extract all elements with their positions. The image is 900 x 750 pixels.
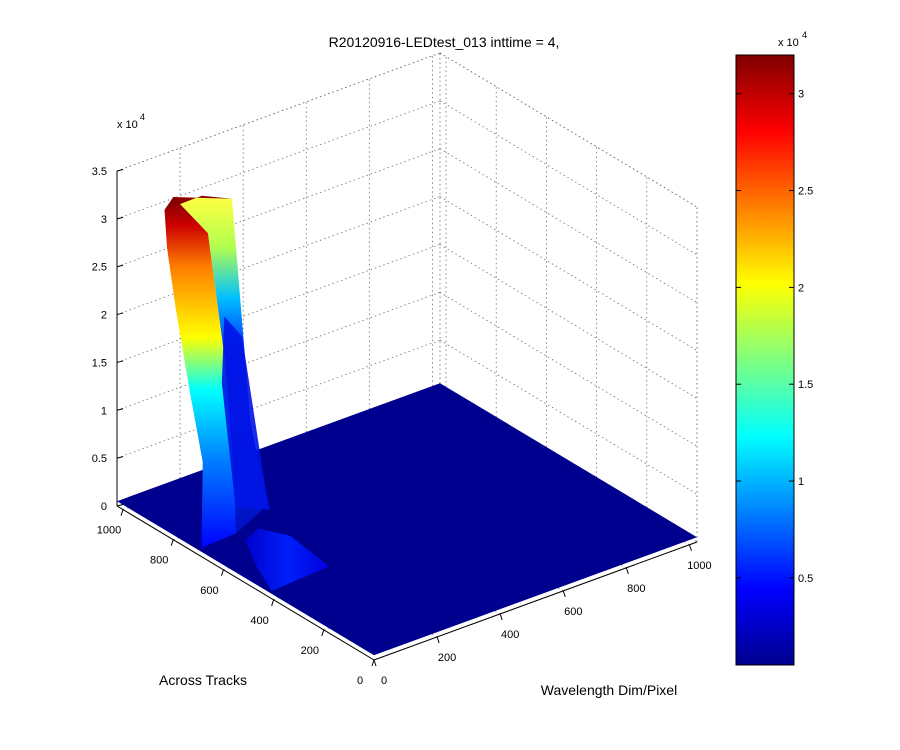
z-tick-label: 3.5 [92, 166, 107, 178]
colorbar-tick-label: 2.5 [798, 186, 813, 198]
y-tick-label: 400 [250, 615, 268, 627]
colorbar: 0.5 1 1.5 2 2.5 3 [735, 54, 813, 666]
z-gridline-back [116, 100, 441, 220]
x-tick-mark [625, 567, 629, 574]
peak-crest [164, 195, 232, 210]
x-tick-label: 0 [381, 675, 387, 687]
y-tick-label: 0 [357, 675, 363, 687]
z-tick-label: 0 [101, 501, 107, 513]
y-tick-mark [271, 599, 275, 607]
x-tick-label: 600 [564, 606, 582, 618]
z-tick-label: 2.5 [92, 262, 107, 274]
peak-shoulder [245, 528, 330, 591]
z-tick-label: 0.5 [92, 453, 107, 465]
peak-front-face [164, 197, 237, 548]
x-tick-mark [373, 659, 377, 667]
y-tick-mark [321, 629, 325, 637]
z-gridline-back [116, 148, 441, 268]
colorbar-tick-label: 3 [798, 89, 804, 101]
peak-inner-ridge [221, 316, 270, 510]
x-tick-mark [436, 636, 440, 644]
y-tick-label: 600 [200, 585, 218, 597]
z-tick-label: 1 [101, 405, 107, 417]
colorbar-exponent-power: 4 [802, 30, 807, 40]
x-tick-mark [499, 613, 503, 621]
colorbar-tick-label: 1.5 [798, 379, 813, 391]
z-tick-mark [116, 312, 124, 316]
x-tick-label: 200 [438, 652, 456, 664]
z-tick-mark [116, 408, 124, 411]
x-axis-line [373, 541, 698, 661]
colorbar-tick-label: 0.5 [798, 573, 813, 585]
z-gridline-right [439, 291, 698, 447]
z-tick-label: 1.5 [92, 357, 107, 369]
y-tick-label: 800 [150, 555, 168, 567]
y-tick-mark [120, 509, 124, 516]
z-gridline-back [116, 244, 441, 363]
x-axis-label: Wavelength Dim/Pixel [541, 682, 677, 698]
chart-title: R20120916-LEDtest_013 inttime = 4, [329, 34, 560, 50]
x-tick-label: 400 [501, 629, 519, 641]
axis-ticks: 0 0.5 1 1.5 2 2.5 3 3.5 0 200 400 600 800 1000 0 200 400… [92, 166, 712, 687]
y-axis-line [116, 505, 375, 661]
surface-floor-plane [117, 383, 697, 656]
z-gridline-right [439, 148, 698, 304]
z-gridline-right [439, 244, 698, 399]
z-tick-mark [116, 169, 124, 172]
x-tick-label: 800 [627, 583, 645, 595]
colorbar-tick-label: 1 [798, 476, 804, 488]
z-tick-mark [116, 216, 124, 220]
y-axis-label: Across Tracks [159, 672, 247, 688]
z-tick-label: 2 [101, 310, 107, 322]
z-gridline-right [439, 100, 698, 256]
z-gridline-back [116, 339, 441, 459]
x-tick-mark [688, 544, 692, 551]
colorbar-exponent: x 10 [778, 37, 799, 49]
surface-floor [117, 383, 697, 656]
z-gridline-back [116, 196, 441, 315]
surface-peak [164, 195, 330, 591]
z-tick-mark [116, 360, 124, 363]
y-tick-mark [371, 659, 375, 667]
top-edge-right [439, 52, 698, 208]
colorbar-tick-label: 2 [798, 282, 804, 294]
z-tick-mark [116, 504, 124, 507]
z-tick-mark [116, 456, 124, 459]
y-tick-label: 200 [301, 645, 319, 657]
z-tick-mark [116, 264, 124, 268]
x-tick-label: 1000 [687, 560, 711, 572]
z-gridline-right [439, 339, 698, 495]
x-tick-mark [562, 590, 566, 598]
y-tick-mark [220, 569, 224, 576]
z-axis-exponent-power: 4 [140, 112, 145, 122]
y-tick-mark [170, 539, 174, 546]
z-gridline-right [439, 196, 698, 351]
colorbar-bar [735, 54, 795, 666]
y-tick-label: 1000 [97, 525, 121, 537]
z-gridline-back [116, 291, 441, 411]
z-tick-label: 3 [101, 214, 107, 226]
top-edge-back [116, 52, 441, 172]
z-axis-exponent: x 10 [117, 119, 138, 131]
